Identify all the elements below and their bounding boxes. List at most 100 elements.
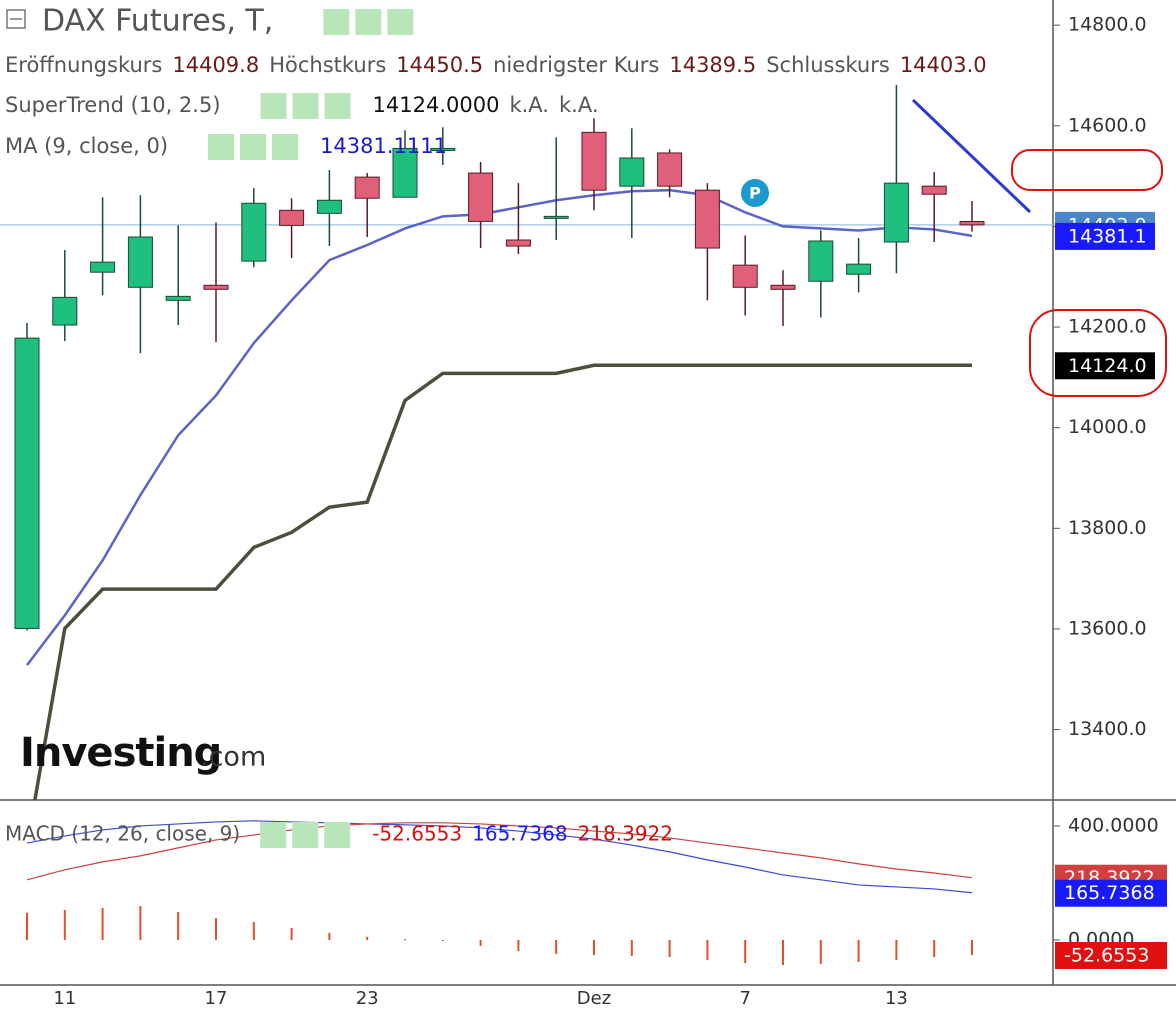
histogram-bar <box>366 936 369 940</box>
icon <box>272 134 299 160</box>
candle-body <box>694 189 720 249</box>
y-tick-label: 13600.0 <box>1068 617 1147 639</box>
indicator-value: 14124.0000 <box>373 93 500 117</box>
legend-name: Schlusskurs <box>766 53 890 77</box>
chart-title: DAX Futures, T, <box>42 4 273 39</box>
y-tick-label: 400.0000 <box>1068 814 1159 836</box>
legend-name: Eröffnungskurs <box>5 53 162 77</box>
candle-body <box>430 147 456 151</box>
event-marker[interactable] <box>739 177 771 209</box>
y-tick-label: 13400.0 <box>1068 718 1147 740</box>
x-tick-label: 17 <box>205 988 228 1009</box>
histogram-bar <box>819 939 822 964</box>
histogram-bar <box>706 939 709 960</box>
highlight-ellipse <box>1029 309 1167 397</box>
candle-body <box>770 284 796 290</box>
candle-body <box>468 172 494 222</box>
y-tick-label: 14800.0 <box>1068 14 1147 36</box>
indicator-value: k.A. <box>559 93 599 117</box>
indicator-line <box>26 188 973 666</box>
logo: .com <box>200 742 266 773</box>
indicator-value: 218.3922 <box>578 822 673 846</box>
candle-body <box>732 264 758 288</box>
candle-body <box>127 236 153 288</box>
candle-body <box>392 147 418 198</box>
candle-body <box>90 261 116 273</box>
price-tag <box>1055 352 1155 380</box>
indicator-value: 14381.1111 <box>320 134 447 158</box>
candle-body <box>581 131 607 191</box>
icon <box>324 93 351 119</box>
candle-body <box>883 182 909 243</box>
histogram-bar <box>895 939 898 960</box>
value-tag-label: 165.7368 <box>1064 882 1155 904</box>
x-tick-label: 7 <box>739 988 750 1009</box>
y-tick-label: 14600.0 <box>1068 114 1147 136</box>
x-tick-label: 11 <box>53 988 76 1009</box>
indicator-name: MA (9, close, 0) <box>5 134 168 158</box>
histogram-bar <box>101 908 104 940</box>
histogram-bar <box>857 939 860 962</box>
collapse-icon[interactable] <box>6 9 26 29</box>
candle-body <box>846 263 872 275</box>
indicator-value: 165.7368 <box>472 822 567 846</box>
candle-body <box>808 240 834 282</box>
histogram-bar <box>517 939 520 952</box>
event-marker-label: P <box>749 184 761 203</box>
y-tick-label: 14000.0 <box>1068 416 1147 438</box>
histogram-bar <box>328 932 331 940</box>
legend-name: niedrigster Kurs <box>493 53 659 77</box>
value-tag <box>1055 879 1167 907</box>
candle-body <box>619 157 645 187</box>
legend-value: 14389.5 <box>669 53 756 77</box>
layer: 13400.013600.013800.014000.014200.014400… <box>0 4 1167 1009</box>
macd-line <box>26 820 973 894</box>
candle-body <box>14 337 40 629</box>
icon <box>260 93 287 119</box>
indicator-name: MACD (12, 26, close, 9) <box>5 822 240 846</box>
x-tick-label: Dez <box>577 988 611 1009</box>
price-tag-label: 14124.0 <box>1068 355 1147 377</box>
highlight-ellipse <box>1011 149 1163 191</box>
histogram-bar <box>593 939 595 956</box>
histogram-bar <box>26 912 28 940</box>
histogram-bar <box>782 939 784 966</box>
macd-line <box>26 822 973 881</box>
histogram-bar <box>630 939 633 956</box>
icon <box>240 134 267 160</box>
histogram-bar <box>177 912 180 940</box>
candle-body <box>316 199 342 214</box>
icon <box>323 9 350 35</box>
value-tag <box>1055 941 1167 969</box>
histogram-bar <box>404 939 406 941</box>
icon <box>355 9 382 35</box>
histogram-bar <box>63 910 66 940</box>
candle-body <box>203 284 229 290</box>
candle-body <box>279 209 305 226</box>
candle-body <box>921 185 947 195</box>
histogram-bar <box>479 939 482 946</box>
candle-body <box>543 215 569 219</box>
legend-value: 14450.5 <box>396 53 483 77</box>
price-tag <box>1055 222 1155 250</box>
candle-body <box>505 239 531 247</box>
candle-body <box>959 220 985 226</box>
histogram-bar <box>215 918 217 940</box>
x-tick-label: 23 <box>356 988 379 1009</box>
legend-value: 14409.8 <box>172 53 259 77</box>
icon <box>387 9 414 35</box>
histogram-bar <box>668 939 671 958</box>
candle-body <box>52 296 78 326</box>
candle-body <box>354 176 380 199</box>
y-tick-label: 14200.0 <box>1068 316 1147 338</box>
indicator-name: SuperTrend (10, 2.5) <box>5 93 221 117</box>
candle-body <box>165 295 191 301</box>
icon <box>324 822 351 848</box>
histogram-bar <box>252 922 255 940</box>
logo: Investing <box>20 730 221 776</box>
legend-name: Höchstkurs <box>269 53 386 77</box>
histogram-bar <box>139 906 142 940</box>
candle-body <box>657 152 683 187</box>
